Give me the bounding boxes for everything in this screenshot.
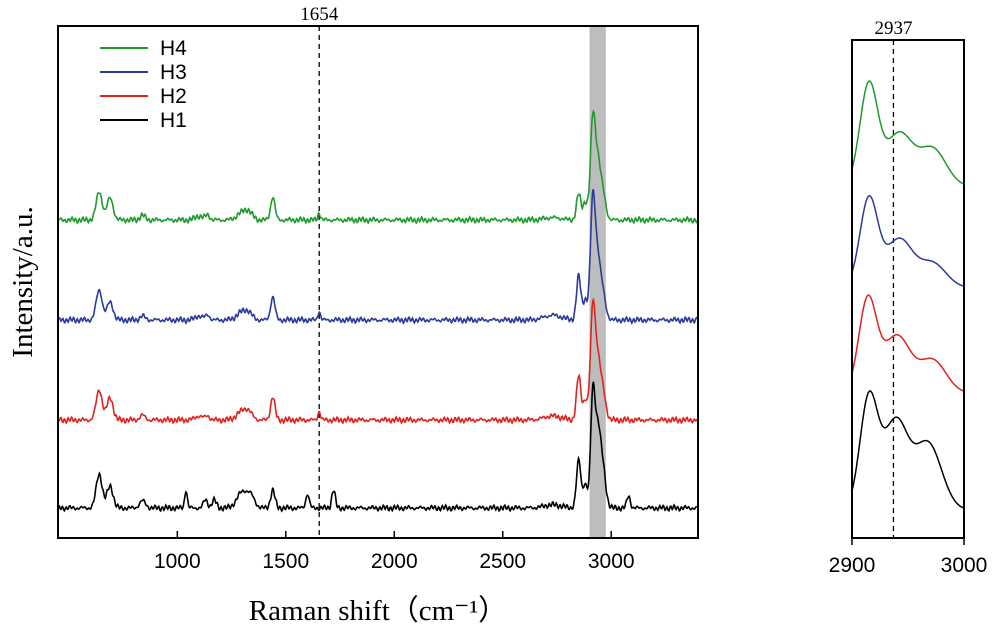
inset-chart-panel: 2937 2900 3000 [829, 18, 988, 577]
x-tick-label-1000: 1000 [154, 550, 201, 573]
inset-series-line-h1 [851, 390, 965, 509]
x-tick-label-2500: 2500 [479, 550, 526, 573]
x-tick-label-3000: 3000 [588, 550, 635, 573]
inset-series-line-h3 [851, 194, 965, 287]
x-tick-label-1500: 1500 [262, 550, 309, 573]
series-line-h3 [58, 188, 698, 325]
y-axis-title: Intensity/a.u. [7, 206, 39, 357]
inset-series-line-h4 [851, 80, 965, 185]
x-axis-title-unit: （cm⁻¹） [390, 595, 507, 627]
reference-label-2937: 2937 [874, 18, 912, 39]
series-line-h4 [58, 109, 698, 225]
reference-label-1654: 1654 [300, 4, 339, 25]
inset-x-tick-label-2900: 2900 [829, 554, 876, 577]
legend-label-h2: H2 [160, 85, 187, 108]
highlight-band-2900-2975 [589, 26, 606, 538]
x-axis-title: Raman shift（cm⁻¹） [249, 595, 507, 627]
inset-x-tick-label-3000: 3000 [941, 554, 988, 577]
series-line-h2 [58, 297, 698, 425]
legend-label-h3: H3 [160, 61, 187, 84]
inset-plot-frame [851, 39, 965, 539]
series-line-h1 [58, 381, 698, 513]
inset-series-line-h2 [851, 294, 965, 392]
main-plot-frame [57, 25, 699, 539]
legend-label-h1: H1 [160, 109, 187, 132]
x-tick-label-2000: 2000 [371, 550, 418, 573]
x-axis-title-text: Raman shift [249, 595, 390, 627]
legend-label-h4: H4 [160, 37, 187, 60]
